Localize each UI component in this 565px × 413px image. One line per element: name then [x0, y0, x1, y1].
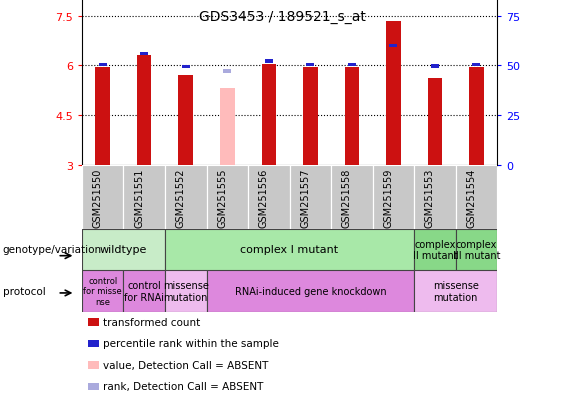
Text: GSM251557: GSM251557	[301, 169, 310, 228]
Text: complex
III mutant: complex III mutant	[453, 239, 500, 261]
Bar	[306, 64, 314, 67]
Text: GDS3453 / 189521_s_at: GDS3453 / 189521_s_at	[199, 10, 366, 24]
Bar	[123, 271, 165, 312]
Bar	[455, 165, 497, 229]
Bar	[207, 271, 414, 312]
Text: value, Detection Call = ABSENT: value, Detection Call = ABSENT	[103, 360, 269, 370]
Text: genotype/variation: genotype/variation	[3, 245, 102, 255]
Bar	[455, 229, 497, 271]
Bar	[82, 271, 123, 312]
Bar	[303, 68, 318, 165]
Bar	[99, 64, 107, 67]
Bar	[265, 60, 273, 64]
Text: complex I mutant: complex I mutant	[241, 245, 338, 255]
Text: GSM251551: GSM251551	[134, 169, 144, 228]
Bar	[428, 79, 442, 165]
Bar	[414, 165, 455, 229]
Text: rank, Detection Call = ABSENT: rank, Detection Call = ABSENT	[103, 381, 264, 391]
Text: wildtype: wildtype	[100, 245, 147, 255]
Bar	[95, 68, 110, 165]
Text: GSM251556: GSM251556	[259, 169, 269, 228]
Bar	[165, 229, 414, 271]
Bar	[179, 76, 193, 165]
Text: GSM251559: GSM251559	[384, 169, 393, 228]
Text: missense
mutation: missense mutation	[433, 280, 479, 302]
Bar	[137, 56, 151, 165]
Bar	[182, 65, 190, 69]
Bar	[386, 21, 401, 165]
Bar	[414, 229, 455, 271]
Bar	[469, 68, 484, 165]
Bar	[82, 229, 165, 271]
Bar	[389, 45, 397, 48]
Bar	[165, 165, 207, 229]
Bar	[472, 64, 480, 67]
Text: GSM251553: GSM251553	[425, 169, 435, 228]
Bar	[289, 165, 331, 229]
Text: RNAi-induced gene knockdown: RNAi-induced gene knockdown	[234, 286, 386, 296]
Bar	[220, 89, 234, 165]
Bar	[223, 70, 231, 74]
Text: control
for RNAi: control for RNAi	[124, 280, 164, 302]
Bar	[248, 165, 289, 229]
Bar	[123, 165, 165, 229]
Text: GSM251558: GSM251558	[342, 169, 352, 228]
Bar	[82, 165, 123, 229]
Bar	[431, 65, 439, 69]
Bar	[348, 64, 356, 67]
Text: GSM251555: GSM251555	[218, 169, 227, 228]
Text: complex
II mutant: complex II mutant	[412, 239, 457, 261]
Bar	[414, 271, 497, 312]
Bar	[262, 64, 276, 165]
Text: protocol: protocol	[3, 286, 46, 296]
Text: GSM251552: GSM251552	[176, 169, 186, 228]
Bar	[207, 165, 248, 229]
Bar	[373, 165, 414, 229]
Text: transformed count: transformed count	[103, 317, 201, 327]
Text: control
for misse
nse: control for misse nse	[83, 276, 122, 306]
Bar	[165, 271, 207, 312]
Bar	[140, 52, 148, 56]
Text: GSM251550: GSM251550	[93, 169, 103, 228]
Bar	[331, 165, 373, 229]
Text: GSM251554: GSM251554	[467, 169, 476, 228]
Bar	[345, 68, 359, 165]
Text: percentile rank within the sample: percentile rank within the sample	[103, 338, 279, 348]
Text: missense
mutation: missense mutation	[163, 280, 208, 302]
